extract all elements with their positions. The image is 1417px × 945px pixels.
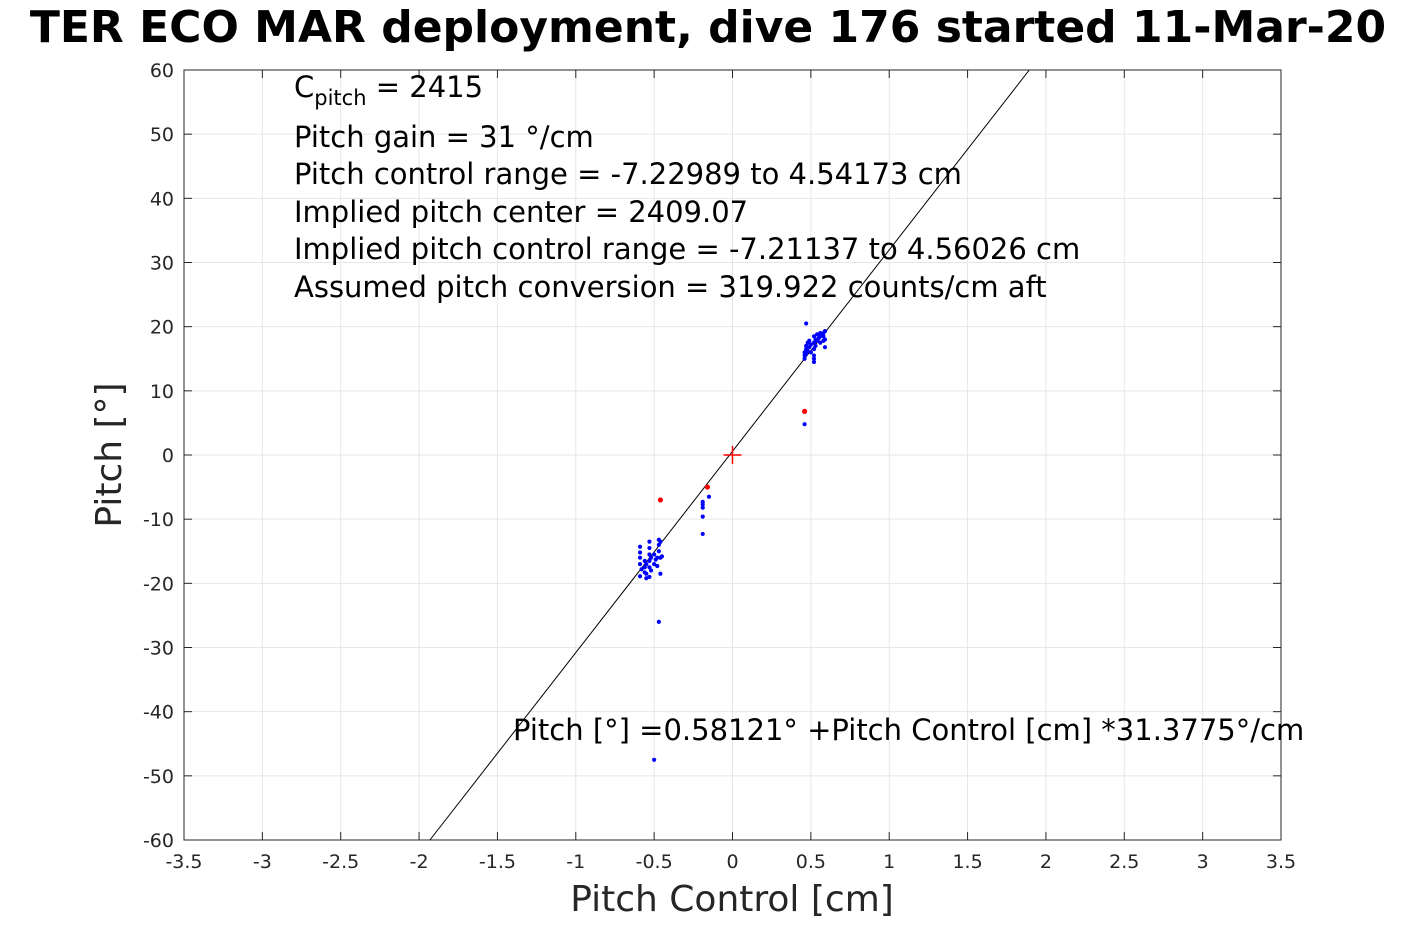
blue-data-point bbox=[637, 550, 643, 555]
blue-data-point bbox=[652, 561, 657, 567]
c-pitch-annotation: Cpitch = 2415 bbox=[294, 70, 484, 109]
blue-data-point bbox=[808, 342, 813, 347]
x-tick-label: 0 bbox=[726, 851, 738, 873]
blue-data-point bbox=[652, 757, 657, 762]
blue-data-point bbox=[644, 571, 649, 576]
blue-data-point bbox=[811, 356, 817, 361]
blue-data-point bbox=[811, 359, 817, 365]
c-pitch-value: = 2415 bbox=[366, 70, 484, 104]
blue-data-point bbox=[811, 347, 817, 352]
y-tick-label: 10 bbox=[150, 381, 174, 403]
y-tick-label: 60 bbox=[150, 60, 174, 82]
y-tick-label: 20 bbox=[150, 317, 174, 339]
x-axis-label: Pitch Control [cm] bbox=[570, 879, 894, 920]
y-axis-label: Pitch [°] bbox=[89, 382, 130, 528]
x-tick-label: -1.5 bbox=[479, 851, 516, 873]
y-tick-label: -40 bbox=[143, 702, 174, 724]
y-tick-label: 30 bbox=[150, 253, 174, 275]
x-tick-label: -3 bbox=[253, 851, 272, 873]
blue-data-point bbox=[647, 545, 652, 551]
x-tick-label: 2.5 bbox=[1109, 851, 1139, 873]
blue-data-point bbox=[804, 321, 809, 326]
blue-data-point bbox=[647, 565, 652, 570]
x-tick-label: -1 bbox=[566, 851, 585, 873]
fit-equation-label: Pitch [°] =0.58121° +Pitch Control [cm] … bbox=[513, 713, 1305, 747]
blue-data-point bbox=[808, 350, 813, 355]
blue-data-point bbox=[656, 542, 661, 547]
blue-data-point bbox=[655, 555, 660, 560]
red-data-point bbox=[704, 484, 711, 490]
blue-data-point bbox=[647, 552, 652, 557]
blue-data-point bbox=[656, 549, 661, 554]
c-pitch-symbol: C bbox=[294, 70, 315, 104]
y-tick-label: -60 bbox=[143, 830, 174, 852]
blue-data-point bbox=[811, 334, 817, 339]
c-pitch-subscript: pitch bbox=[314, 86, 367, 110]
blue-data-point bbox=[647, 558, 652, 563]
blue-data-point bbox=[821, 334, 826, 339]
blue-data-point bbox=[642, 565, 647, 570]
blue-data-point bbox=[659, 554, 665, 559]
blue-data-point bbox=[818, 340, 823, 345]
implied-pitch-center-annotation: Implied pitch center = 2409.07 bbox=[294, 195, 749, 229]
blue-data-point bbox=[802, 422, 807, 427]
x-tick-label: 1.5 bbox=[952, 851, 982, 873]
pitch-conversion-annotation: Assumed pitch conversion = 319.922 count… bbox=[294, 270, 1047, 304]
blue-data-point bbox=[811, 340, 817, 345]
blue-data-point bbox=[642, 558, 647, 563]
blue-data-point bbox=[637, 544, 643, 549]
y-tick-label: -30 bbox=[143, 638, 174, 660]
blue-data-point bbox=[700, 502, 705, 507]
x-tick-label: -2.5 bbox=[322, 851, 359, 873]
blue-data-point bbox=[637, 574, 643, 579]
blue-data-point bbox=[639, 567, 644, 572]
blue-data-point bbox=[802, 356, 807, 361]
blue-data-point bbox=[644, 561, 649, 567]
y-tick-label: 50 bbox=[150, 124, 174, 146]
blue-data-point bbox=[658, 539, 663, 544]
red-data-point bbox=[657, 497, 664, 503]
blue-data-point bbox=[647, 574, 652, 580]
x-tick-label: 2 bbox=[1040, 851, 1052, 873]
blue-data-point bbox=[807, 338, 812, 343]
x-tick-label: 3.5 bbox=[1266, 851, 1296, 873]
x-tick-label: -3.5 bbox=[165, 851, 202, 873]
y-tick-label: -50 bbox=[143, 766, 174, 788]
red-data-point bbox=[801, 408, 808, 414]
blue-data-point bbox=[655, 563, 660, 569]
chart-title: TER ECO MAR deployment, dive 176 started… bbox=[29, 2, 1387, 53]
blue-data-point bbox=[648, 555, 654, 560]
pitch-gain-annotation: Pitch gain = 31 °/cm bbox=[294, 120, 594, 154]
blue-data-point bbox=[818, 334, 823, 339]
blue-data-point bbox=[647, 539, 652, 544]
pitch-control-range-annotation: Pitch control range = -7.22989 to 4.5417… bbox=[294, 157, 962, 191]
x-tick-label: 1 bbox=[883, 851, 895, 873]
x-tick-label: -0.5 bbox=[636, 851, 673, 873]
x-tick-label: 3 bbox=[1197, 851, 1209, 873]
blue-data-point bbox=[652, 552, 657, 557]
blue-data-point bbox=[637, 561, 643, 567]
y-tick-label: 40 bbox=[150, 188, 174, 210]
blue-data-point bbox=[811, 353, 817, 358]
x-tick-label: 0.5 bbox=[796, 851, 826, 873]
blue-data-point bbox=[656, 619, 661, 624]
y-tick-label: -20 bbox=[143, 573, 174, 595]
blue-data-point bbox=[648, 568, 654, 573]
blue-data-point bbox=[706, 494, 712, 499]
blue-data-point bbox=[700, 505, 705, 510]
blue-data-point bbox=[637, 555, 643, 560]
blue-data-point bbox=[818, 330, 823, 336]
y-tick-label: -10 bbox=[143, 509, 174, 531]
implied-pitch-range-annotation: Implied pitch control range = -7.21137 t… bbox=[294, 232, 1081, 266]
blue-data-point bbox=[822, 345, 828, 350]
y-tick-label: 0 bbox=[162, 445, 174, 467]
blue-data-point bbox=[700, 531, 705, 537]
blue-data-point bbox=[822, 337, 828, 342]
blue-data-point bbox=[658, 571, 663, 576]
blue-data-point bbox=[813, 343, 818, 349]
blue-data-point bbox=[822, 329, 828, 334]
blue-data-point bbox=[700, 514, 705, 519]
x-tick-label: -2 bbox=[410, 851, 429, 873]
